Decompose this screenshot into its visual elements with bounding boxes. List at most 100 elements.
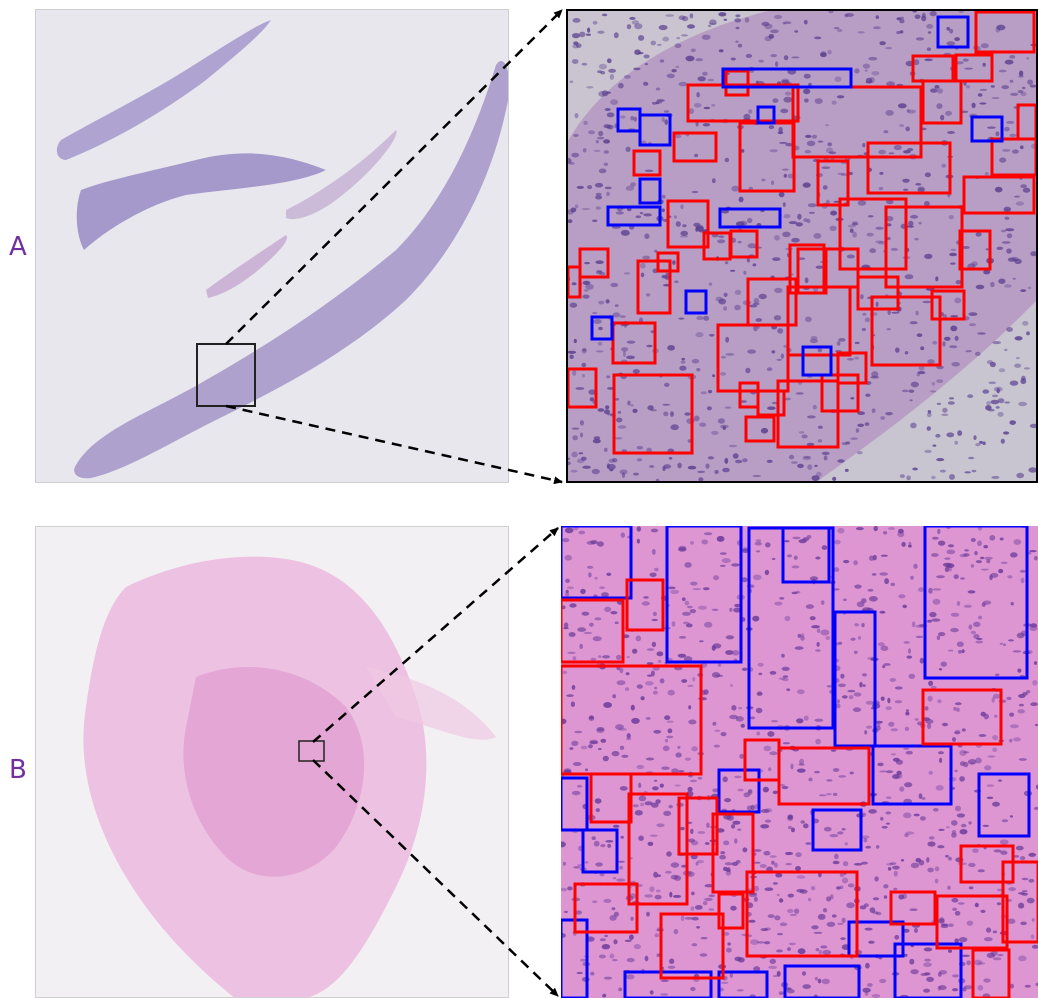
cell-nucleus	[561, 841, 566, 848]
cell-nucleus	[879, 610, 886, 614]
cell-nucleus	[1026, 897, 1035, 904]
whole-slide-image-a	[35, 9, 509, 483]
cell-nucleus	[1027, 79, 1033, 85]
cell-nucleus	[755, 318, 763, 322]
cell-nucleus	[614, 437, 623, 440]
cell-nucleus	[678, 81, 688, 87]
cell-nucleus	[787, 554, 792, 558]
cell-nucleus	[825, 199, 830, 205]
cell-nucleus	[608, 68, 616, 73]
cell-nucleus	[975, 443, 981, 447]
red-detection-box	[921, 79, 963, 125]
cell-nucleus	[989, 361, 996, 368]
cell-nucleus	[937, 751, 944, 755]
cell-nucleus	[678, 15, 686, 20]
cell-nucleus	[910, 969, 919, 975]
cell-nucleus	[956, 641, 964, 647]
cell-nucleus	[743, 792, 751, 798]
cell-nucleus	[711, 608, 719, 611]
cell-nucleus	[571, 33, 581, 39]
cell-nucleus	[569, 80, 574, 84]
cell-nucleus	[942, 407, 948, 413]
cell-nucleus	[561, 670, 568, 674]
cell-nucleus	[850, 437, 858, 441]
cell-nucleus	[735, 221, 745, 227]
cell-nucleus	[822, 908, 828, 913]
cell-nucleus	[687, 605, 693, 609]
cell-nucleus	[583, 289, 589, 292]
cell-nucleus	[915, 858, 922, 863]
cell-nucleus	[784, 91, 792, 96]
cell-nucleus	[937, 540, 946, 546]
cell-nucleus	[1028, 467, 1036, 473]
cell-nucleus	[683, 656, 693, 662]
cell-nucleus	[770, 720, 779, 723]
cell-nucleus	[837, 831, 844, 835]
cell-nucleus	[761, 178, 766, 182]
cell-nucleus	[697, 76, 706, 82]
cell-nucleus	[898, 594, 906, 599]
cell-nucleus	[589, 397, 595, 402]
cell-nucleus	[833, 567, 840, 572]
cell-nucleus	[654, 567, 659, 572]
cell-nucleus	[859, 905, 867, 910]
cell-nucleus	[915, 37, 925, 41]
cell-nucleus	[1018, 758, 1027, 761]
cell-nucleus	[768, 125, 775, 130]
cell-nucleus	[931, 553, 939, 557]
cell-nucleus	[894, 700, 903, 704]
cell-nucleus	[915, 310, 919, 316]
cell-nucleus	[719, 372, 727, 376]
cell-nucleus	[595, 206, 601, 210]
cell-nucleus	[1029, 550, 1037, 553]
red-detection-box	[820, 373, 860, 413]
cell-nucleus	[977, 962, 986, 965]
cell-nucleus	[652, 268, 658, 274]
cell-nucleus	[593, 840, 600, 847]
cell-nucleus	[880, 816, 884, 821]
red-detection-box	[627, 792, 689, 906]
cell-nucleus	[661, 766, 670, 770]
cell-nucleus	[808, 211, 815, 214]
cell-nucleus	[625, 146, 631, 152]
cell-nucleus	[906, 109, 916, 114]
cell-nucleus	[997, 954, 1004, 957]
cell-nucleus	[568, 162, 575, 165]
cell-nucleus	[568, 632, 576, 637]
cell-nucleus	[760, 824, 770, 829]
cell-nucleus	[952, 974, 959, 978]
red-detection-box	[612, 373, 694, 455]
cell-nucleus	[753, 297, 760, 304]
blue-detection-box	[893, 942, 963, 998]
cell-nucleus	[605, 405, 610, 410]
cell-nucleus	[630, 182, 637, 187]
cell-nucleus	[800, 820, 805, 824]
cell-nucleus	[742, 847, 748, 853]
cell-nucleus	[735, 14, 741, 18]
cell-nucleus	[841, 695, 848, 699]
blue-detection-box	[581, 828, 619, 874]
cell-nucleus	[678, 547, 687, 552]
cell-nucleus	[903, 812, 912, 819]
cell-nucleus	[579, 31, 586, 38]
cell-nucleus	[737, 240, 742, 244]
cell-nucleus	[594, 617, 602, 621]
cell-nucleus	[832, 914, 837, 918]
cell-nucleus	[837, 28, 843, 33]
cell-nucleus	[620, 229, 630, 236]
cell-nucleus	[698, 605, 707, 610]
cell-nucleus	[689, 13, 694, 19]
cell-nucleus	[720, 851, 726, 855]
cell-nucleus	[567, 651, 576, 654]
cell-nucleus	[918, 793, 923, 799]
cell-nucleus	[676, 37, 680, 40]
cell-nucleus	[836, 341, 841, 346]
blue-detection-box	[717, 970, 769, 998]
cell-nucleus	[650, 40, 656, 46]
cell-nucleus	[758, 293, 767, 300]
cell-nucleus	[1009, 724, 1019, 729]
red-detection-box	[666, 199, 710, 249]
red-detection-box	[930, 289, 966, 321]
cell-nucleus	[791, 565, 800, 569]
cell-nucleus	[787, 893, 794, 898]
